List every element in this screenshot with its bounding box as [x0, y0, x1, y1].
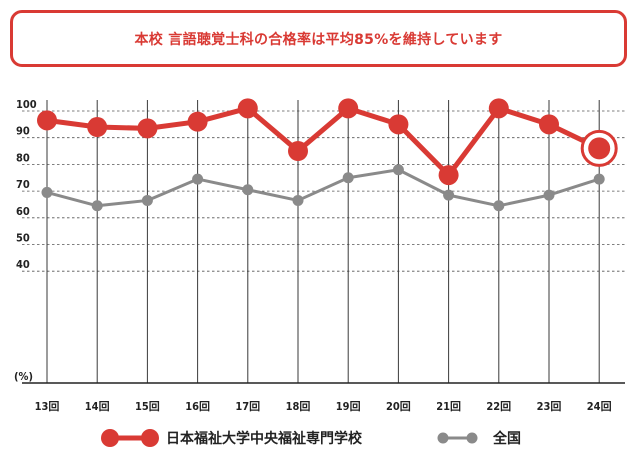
- series-line-school: [46, 105, 601, 178]
- y-tick-label: 100: [16, 98, 37, 111]
- data-point: [543, 189, 555, 201]
- data-point: [338, 98, 359, 119]
- x-tick-label: 19回: [336, 399, 361, 413]
- x-tick-label: 23回: [537, 399, 562, 413]
- data-point: [288, 141, 308, 162]
- data-point: [539, 114, 559, 135]
- data-point: [488, 98, 509, 119]
- x-tick-label: 22回: [486, 399, 511, 413]
- y-tick-label: 50: [16, 232, 30, 245]
- y-tick-label: 90: [16, 125, 30, 138]
- x-tick-label: 21回: [436, 399, 461, 413]
- data-point: [438, 165, 459, 186]
- x-tick-label: 13回: [35, 399, 60, 413]
- x-tick-label: 18回: [286, 399, 311, 413]
- data-point: [91, 200, 103, 212]
- data-point: [37, 110, 57, 131]
- x-tick-label: 14回: [85, 399, 110, 413]
- legend-marker: [141, 429, 159, 447]
- data-point: [237, 98, 258, 119]
- data-point: [392, 164, 404, 176]
- x-tick-label: 16回: [185, 399, 210, 413]
- x-tick-label: 15回: [135, 399, 160, 413]
- legend: 日本福祉大学中央福祉専門学校 全国: [101, 429, 521, 447]
- y-tick-label: 80: [16, 151, 30, 164]
- data-point: [588, 137, 611, 160]
- data-point: [192, 173, 204, 185]
- data-point: [137, 118, 158, 139]
- tick-labels: 40 50 60 70 80 90 100 (%) 13回 14回 15回 16回 17回 18回 19回 2…: [14, 98, 612, 413]
- x-tick-label: 24回: [587, 399, 612, 413]
- data-point: [388, 114, 409, 135]
- data-point: [292, 194, 304, 206]
- legend-marker: [437, 432, 449, 444]
- title-box: 本校 言語聴覚士科の合格率は平均85%を維持しています: [10, 10, 627, 67]
- y-tick-label: 40: [16, 258, 30, 271]
- legend-marker: [466, 432, 478, 444]
- data-point: [593, 173, 605, 185]
- chart-title: 本校 言語聴覚士科の合格率は平均85%を維持しています: [134, 31, 503, 48]
- y-tick-label: 60: [16, 205, 30, 218]
- x-tick-label: 20回: [386, 399, 411, 413]
- data-point: [493, 200, 505, 212]
- grid-lines: [22, 100, 625, 383]
- data-point: [443, 189, 455, 201]
- y-tick-label: 70: [16, 178, 30, 191]
- data-point: [141, 194, 153, 206]
- data-point: [187, 111, 208, 132]
- series-line-national: [46, 168, 600, 208]
- legend-label-school: 日本福祉大学中央福祉専門学校: [166, 430, 363, 447]
- data-point: [342, 172, 354, 184]
- data-point: [87, 117, 108, 138]
- series-lines: [37, 98, 618, 212]
- x-tick-label: 17回: [235, 399, 260, 413]
- legend-label-national: 全国: [492, 430, 521, 447]
- data-point: [41, 186, 53, 198]
- data-point: [242, 184, 254, 196]
- legend-marker: [101, 429, 119, 447]
- y-axis-unit: (%): [14, 370, 33, 383]
